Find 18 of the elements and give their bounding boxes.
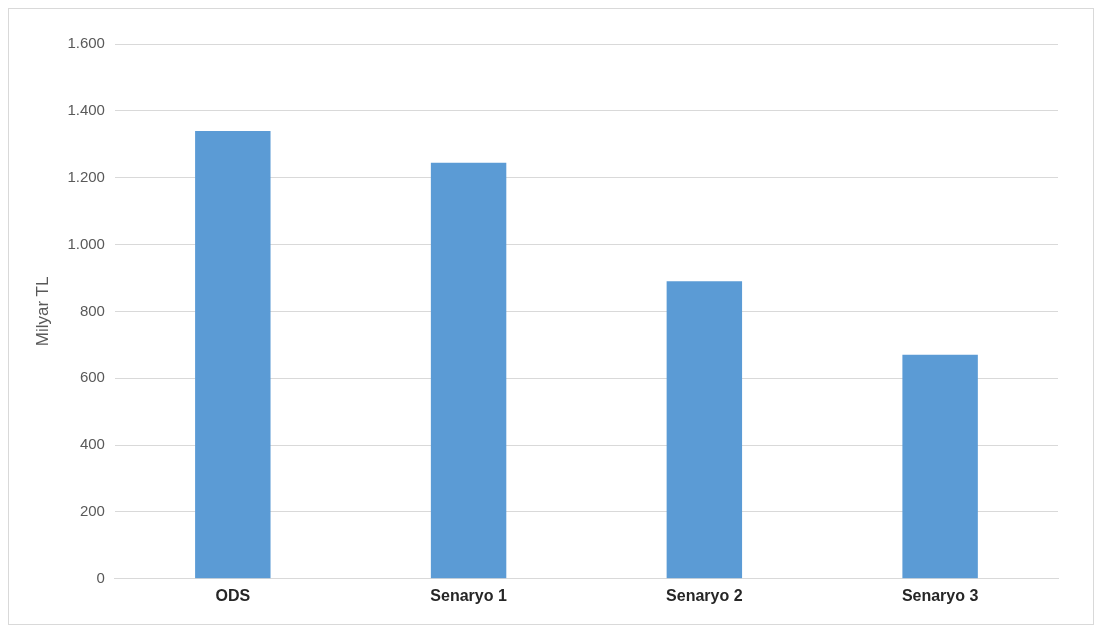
bar <box>666 281 743 579</box>
y-tick-label: 1.000 <box>67 234 105 252</box>
y-tick-label: 1.400 <box>67 100 105 118</box>
y-tick-label: 1.600 <box>67 34 105 52</box>
x-tick-label: Senaryo 2 <box>666 586 743 604</box>
y-tick-label: 1.200 <box>67 167 105 185</box>
y-tick-label: 200 <box>79 502 105 520</box>
y-axis-title: Milyar TL <box>32 276 52 347</box>
y-tick-label: 400 <box>79 435 105 453</box>
bar <box>430 162 507 579</box>
y-tick-label: 0 <box>96 568 105 586</box>
y-tick-label: 800 <box>79 301 105 319</box>
bar <box>195 130 271 579</box>
y-tick-label: 600 <box>79 368 105 386</box>
bar <box>902 354 978 579</box>
x-tick-label: Senaryo 1 <box>430 586 507 604</box>
x-tick-label: ODS <box>215 586 251 604</box>
x-tick-label: Senaryo 3 <box>901 586 979 604</box>
